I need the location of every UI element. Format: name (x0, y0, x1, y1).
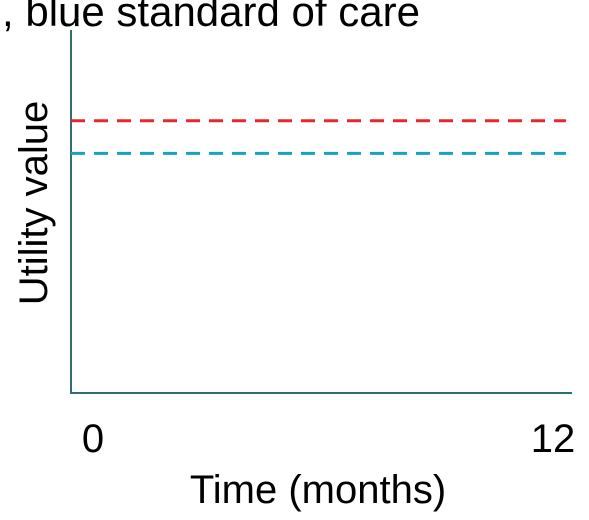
series-layer (71, 119, 566, 155)
x-tick-label: 0 (82, 417, 104, 461)
chart-title: , blue standard of care (2, 0, 420, 35)
x-axis-label: Time (months) (190, 468, 446, 512)
x-tick-layer: 0 12 (82, 417, 575, 461)
x-tick-label: 12 (531, 417, 576, 461)
y-axis-label: Utility value (12, 101, 56, 306)
